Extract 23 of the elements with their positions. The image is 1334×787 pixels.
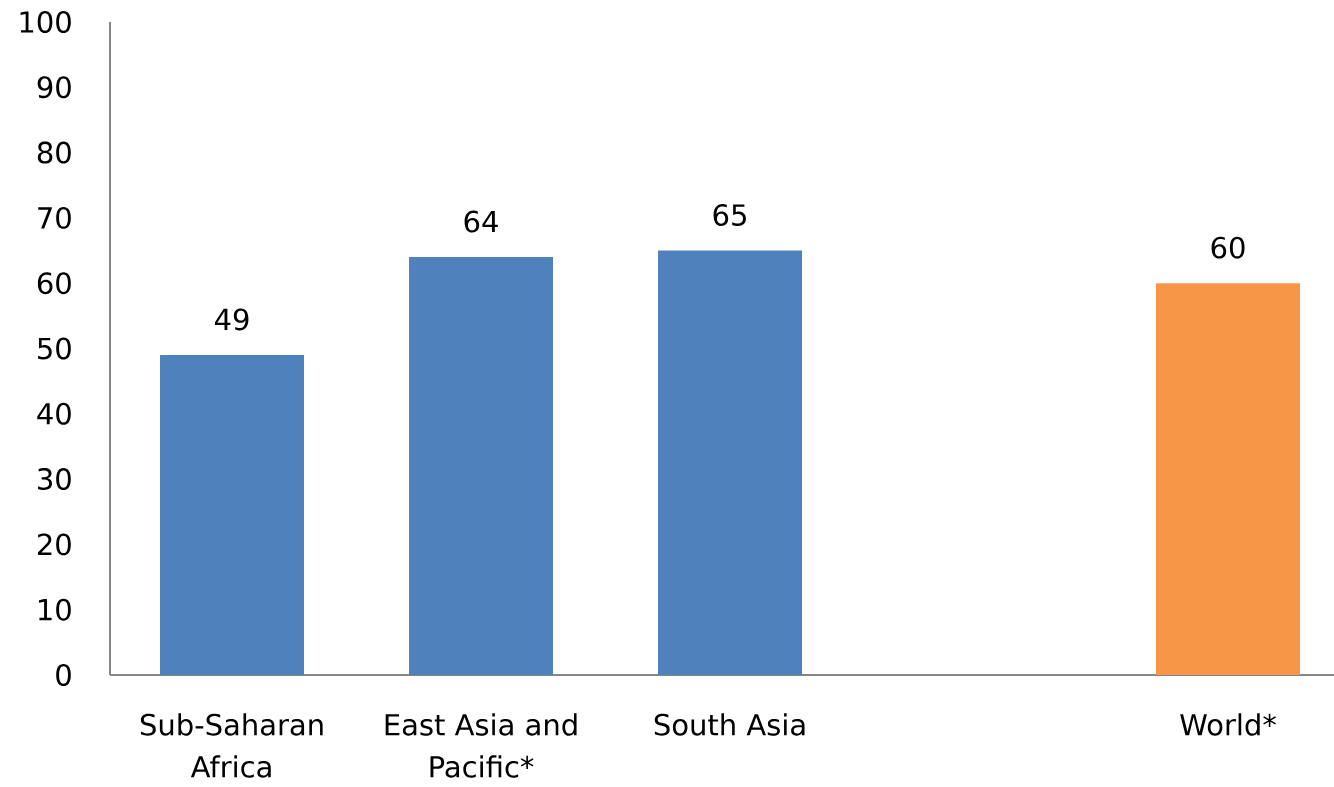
y-tick-label: 80 [37,141,71,164]
data-label: 60 [1211,236,1245,259]
data-label: 65 [713,204,746,226]
y-tick-label: 40 [37,402,71,425]
y-tick-label: 70 [38,206,71,229]
x-tick-label: Sub-Saharan Africa [140,713,323,778]
bar [160,355,305,675]
y-tick-label: 0 [56,664,71,686]
bar [658,250,803,675]
bar [409,257,554,675]
y-tick-label: 90 [37,76,71,99]
data-label: 49 [214,308,249,331]
y-tick-label: 50 [38,337,71,360]
x-tick-label: World* [1180,713,1276,736]
bar [1156,283,1301,675]
y-tick-label: 100 [20,11,71,33]
x-tick-label: South Asia [654,713,805,736]
y-tick-label: 20 [37,533,71,556]
y-tick-label: 10 [39,598,71,621]
y-tick-label: 30 [38,468,71,491]
data-label: 64 [464,210,498,233]
x-tick-label: East Asia and Pacific* [385,713,577,778]
y-tick-label: 60 [37,272,71,295]
